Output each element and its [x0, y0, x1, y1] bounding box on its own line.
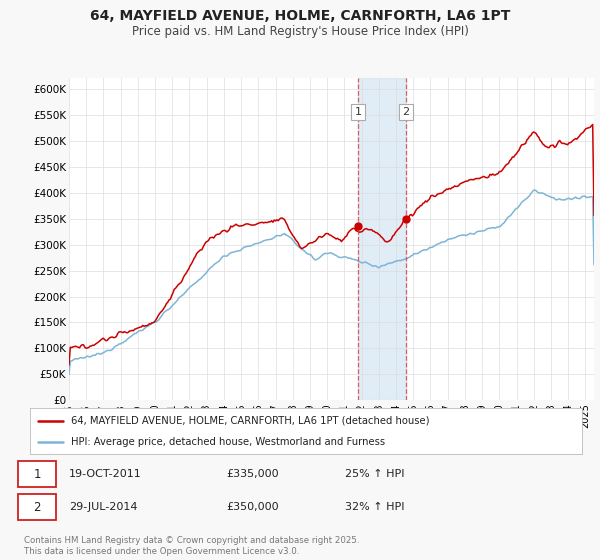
Text: 64, MAYFIELD AVENUE, HOLME, CARNFORTH, LA6 1PT: 64, MAYFIELD AVENUE, HOLME, CARNFORTH, L… [90, 9, 510, 23]
Text: £335,000: £335,000 [227, 469, 280, 479]
Text: HPI: Average price, detached house, Westmorland and Furness: HPI: Average price, detached house, West… [71, 437, 386, 447]
Text: 32% ↑ HPI: 32% ↑ HPI [345, 502, 404, 512]
Text: 25% ↑ HPI: 25% ↑ HPI [345, 469, 404, 479]
Text: 29-JUL-2014: 29-JUL-2014 [69, 502, 137, 512]
Text: 1: 1 [355, 107, 362, 117]
Text: 1: 1 [34, 468, 41, 480]
Text: Contains HM Land Registry data © Crown copyright and database right 2025.
This d: Contains HM Land Registry data © Crown c… [24, 536, 359, 556]
FancyBboxPatch shape [18, 494, 56, 520]
Text: 2: 2 [403, 107, 410, 117]
Text: Price paid vs. HM Land Registry's House Price Index (HPI): Price paid vs. HM Land Registry's House … [131, 25, 469, 38]
FancyBboxPatch shape [18, 461, 56, 487]
Text: 2: 2 [34, 501, 41, 514]
Text: 19-OCT-2011: 19-OCT-2011 [69, 469, 142, 479]
Text: 64, MAYFIELD AVENUE, HOLME, CARNFORTH, LA6 1PT (detached house): 64, MAYFIELD AVENUE, HOLME, CARNFORTH, L… [71, 416, 430, 426]
Text: £350,000: £350,000 [227, 502, 280, 512]
Bar [358, 78, 406, 400]
